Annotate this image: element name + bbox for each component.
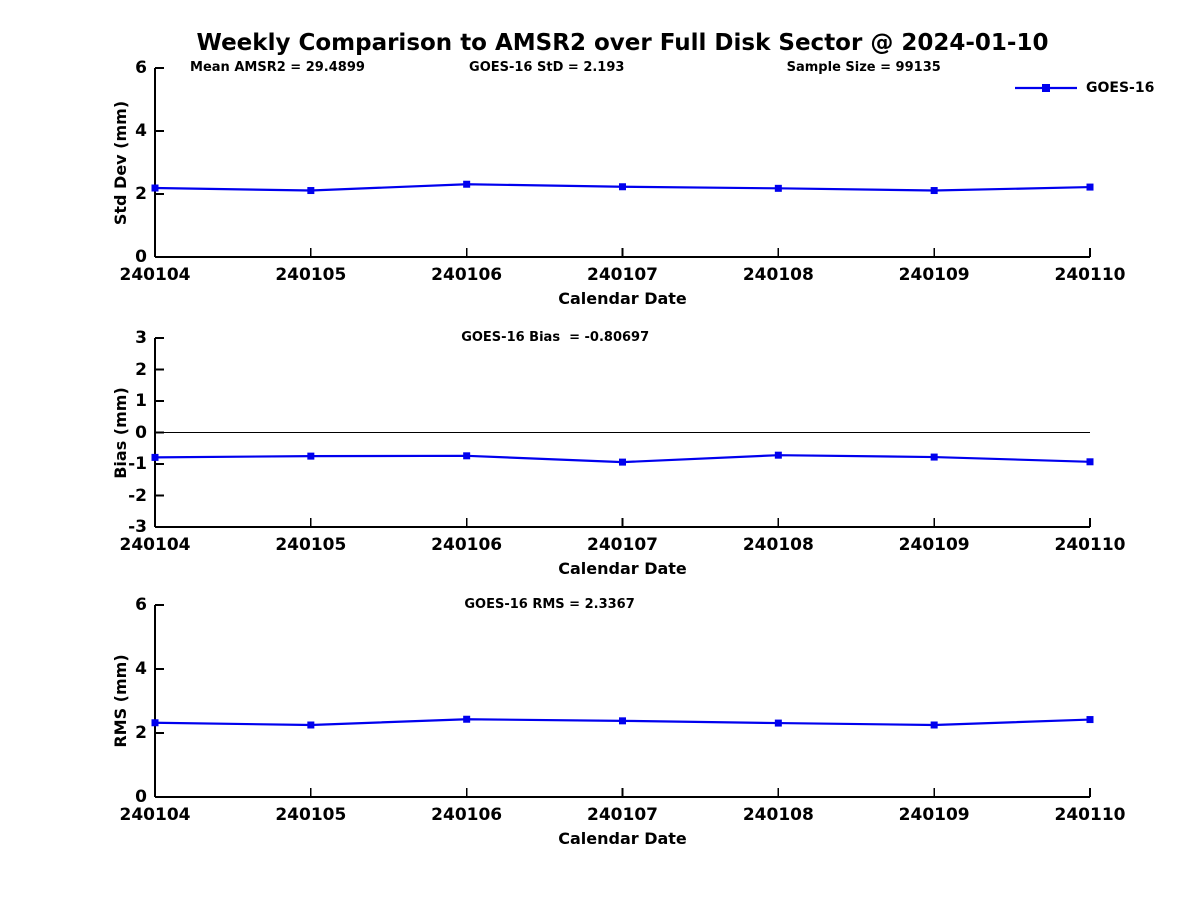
data-point-marker [774,451,782,459]
y-tick-label: 4 [135,659,147,679]
x-axis-label: Calendar Date [558,559,687,578]
data-point-marker [307,187,315,195]
data-point-marker [463,452,471,460]
data-point-marker [463,715,471,723]
x-tick-label: 240107 [587,805,658,825]
x-tick-label: 240105 [275,265,347,285]
data-point-marker [774,184,782,192]
data-line [154,454,1091,464]
annotation-text: GOES-16 RMS = 2.3367 [464,597,635,612]
y-tick-label: 2 [135,723,147,743]
x-tick-label: 240104 [119,265,191,285]
x-tick-label: 240110 [1054,535,1126,555]
legend-marker-icon [1042,84,1050,92]
x-tick-label: 240104 [119,535,191,555]
annotation-text: GOES-16 StD = 2.193 [469,60,625,75]
y-tick-label: -2 [128,485,147,506]
y-tick-label: 6 [135,595,147,615]
data-point-marker [463,180,471,188]
y-tick-label: 0 [135,247,147,267]
x-tick-label: 240110 [1054,805,1126,825]
data-point-marker [307,452,315,460]
y-axis-label: Bias (mm) [111,386,130,479]
data-point-marker [307,721,315,729]
y-axis-label: RMS (mm) [111,654,130,748]
x-tick-label: 240105 [275,535,347,555]
y-tick-label: -1 [128,454,147,474]
y-tick-label: 0 [135,422,147,443]
data-point-marker [619,717,626,725]
data-line [154,718,1091,727]
y-tick-label: 2 [135,359,147,380]
y-tick-label: 4 [135,121,147,141]
annotation-text: Mean AMSR2 = 29.4899 [190,60,365,75]
figure-title: Weekly Comparison to AMSR2 over Full Dis… [196,30,1049,56]
x-tick-label: 240109 [898,805,970,825]
data-point-marker [1086,183,1094,191]
data-point-marker [619,183,626,191]
x-axis-label: Calendar Date [558,289,687,308]
y-tick-label: 3 [135,328,147,348]
y-tick-label: 0 [135,787,147,807]
data-point-marker [930,453,938,461]
x-tick-label: 240106 [431,805,503,825]
data-point-marker [151,184,159,192]
x-tick-label: 240108 [742,535,814,555]
x-tick-label: 240107 [587,535,658,555]
y-tick-label: 6 [135,58,147,78]
data-point-marker [1086,458,1094,466]
x-tick-label: 240110 [1054,265,1126,285]
legend-label: GOES-16 [1086,80,1155,96]
data-point-marker [151,453,159,461]
data-line [154,183,1091,192]
data-point-marker [930,187,938,195]
data-point-marker [151,719,159,727]
x-tick-label: 240109 [898,265,970,285]
x-tick-label: 240106 [431,265,503,285]
y-tick-label: -3 [128,517,147,537]
legend-line-sample [1015,84,1077,92]
x-tick-label: 240108 [742,265,814,285]
x-tick-label: 240104 [119,805,191,825]
x-tick-label: 240107 [587,265,658,285]
y-axis-label: Std Dev (mm) [111,100,130,225]
annotation-text: GOES-16 Bias = -0.80697 [461,330,650,345]
y-tick-label: 2 [135,184,147,204]
x-tick-label: 240105 [275,805,347,825]
annotation-text: Sample Size = 99135 [786,60,941,75]
data-point-marker [619,458,626,466]
data-point-marker [774,719,782,727]
x-tick-label: 240109 [898,535,970,555]
x-axis-label: Calendar Date [558,829,687,848]
y-tick-label: 1 [135,391,147,411]
data-point-marker [1086,716,1094,724]
data-point-marker [930,721,938,729]
x-tick-label: 240108 [742,805,814,825]
x-tick-label: 240106 [431,535,503,555]
legend: GOES-16 [1014,78,1154,98]
